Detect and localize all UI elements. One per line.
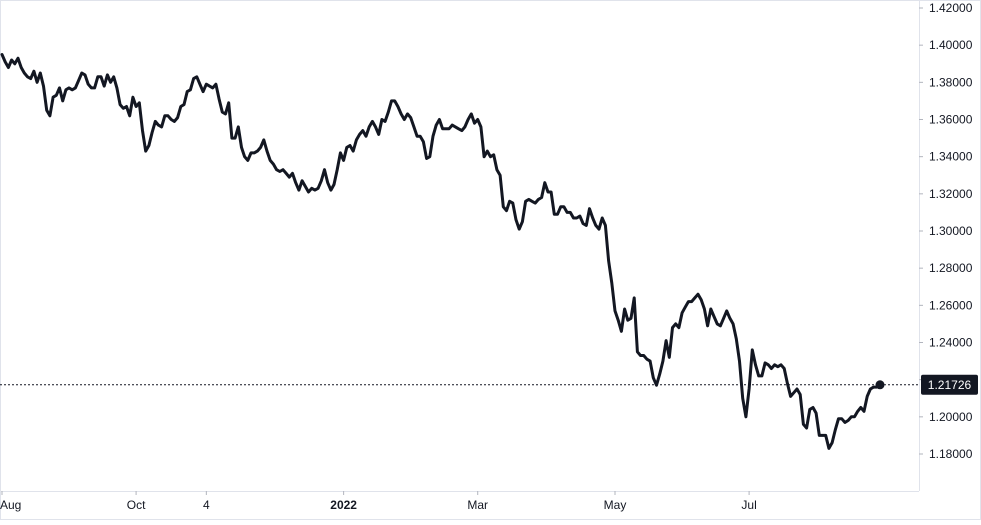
last-value-label: 1.21726 bbox=[928, 378, 972, 392]
y-tick-label: 1.36000 bbox=[929, 113, 973, 127]
y-tick-label: 1.20000 bbox=[929, 410, 973, 424]
y-tick-label: 1.24000 bbox=[929, 336, 973, 350]
x-tick-label: Oct bbox=[127, 498, 146, 512]
y-tick-label: 1.30000 bbox=[929, 224, 973, 238]
y-tick-label: 1.26000 bbox=[929, 298, 973, 312]
y-tick-label: 1.34000 bbox=[929, 150, 973, 164]
x-tick-label: 4 bbox=[203, 498, 210, 512]
x-tick-label: Mar bbox=[467, 498, 488, 512]
y-tick-label: 1.42000 bbox=[929, 1, 973, 15]
last-value-badge bbox=[921, 374, 978, 395]
y-tick-label: 1.18000 bbox=[929, 447, 973, 461]
last-point-marker[interactable] bbox=[875, 380, 885, 390]
x-tick-label: Aug bbox=[0, 498, 21, 512]
y-tick-label: 1.28000 bbox=[929, 261, 973, 275]
x-tick-label: Jul bbox=[741, 498, 756, 512]
x-tick-label: 2022 bbox=[330, 498, 357, 512]
x-tick-label: May bbox=[604, 498, 627, 512]
price-line[interactable] bbox=[0, 53, 882, 450]
y-tick-label: 1.38000 bbox=[929, 75, 973, 89]
y-tick-label: 1.32000 bbox=[929, 187, 973, 201]
y-tick-label: 1.40000 bbox=[929, 38, 973, 52]
